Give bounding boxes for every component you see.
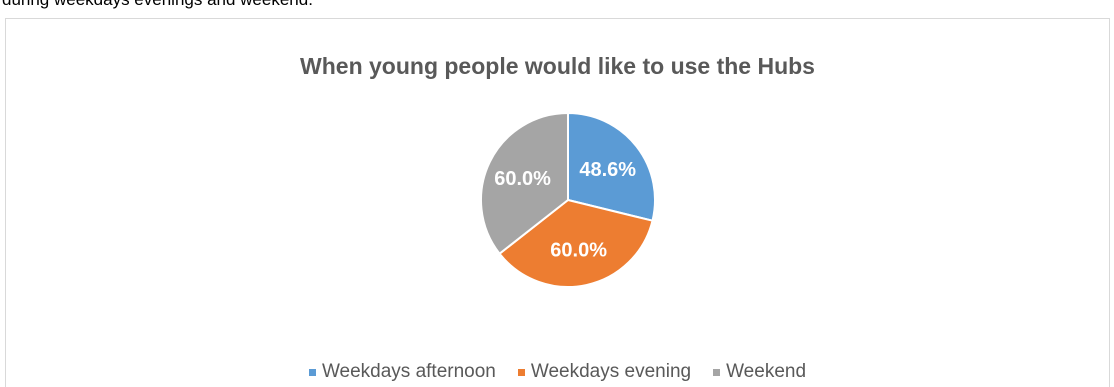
pie-slice-weekdays-afternoon: [567, 111, 656, 222]
legend-swatch: [308, 368, 316, 376]
data-label-weekend: 60.0%: [494, 168, 551, 190]
legend-item-weekdays-afternoon: Weekdays afternoon: [308, 360, 496, 384]
legend-label: Weekdays evening: [530, 361, 692, 382]
legend-swatch: [713, 368, 721, 376]
legend-label: Weekdays afternoon: [321, 361, 496, 382]
pie-slice-weekdays-evening: [498, 198, 654, 288]
pie-slice-weekend: [480, 111, 569, 256]
legend-swatch: [517, 368, 525, 376]
chart-legend: Weekdays afternoon Weekdays evening Weeken…: [6, 360, 1109, 384]
pie-chart: 48.6% 60.0% 60.0%: [480, 111, 656, 288]
legend-item-weekdays-evening: Weekdays evening: [517, 360, 692, 384]
legend-item-weekend: Weekend: [713, 360, 806, 384]
data-label-weekdays-evening: 60.0%: [550, 239, 607, 261]
chart-frame: When young people would like to use the …: [5, 18, 1110, 387]
legend-label: Weekend: [726, 361, 807, 382]
chart-title: When young people would like to use the …: [300, 53, 815, 79]
data-label-weekdays-afternoon: 48.6%: [579, 159, 636, 181]
context-text: during weekdays evenings and weekend.: [2, 0, 313, 11]
